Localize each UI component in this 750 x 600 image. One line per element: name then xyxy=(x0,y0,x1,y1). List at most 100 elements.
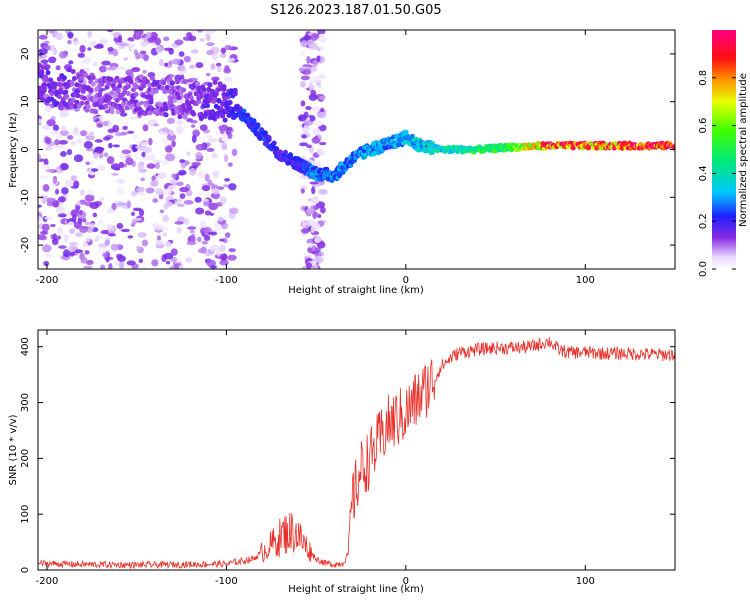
spectrogram-ridge-cell xyxy=(107,80,113,86)
spectrogram-cell xyxy=(52,233,58,241)
spectrogram-cell xyxy=(308,83,315,91)
snr-ytick-label: 0 xyxy=(20,567,31,573)
snr-line xyxy=(38,336,675,570)
spectrogram-cell xyxy=(219,128,225,135)
spectrogram-ridge-cell xyxy=(73,103,79,109)
spectrogram-ridge-cell xyxy=(176,95,182,101)
spectrogram-cell xyxy=(60,150,67,157)
spectrogram-cell xyxy=(116,66,127,71)
spectrogram-cell xyxy=(38,121,42,126)
spectrogram-cell xyxy=(211,152,218,159)
spectrogram-cell xyxy=(77,52,86,58)
spectrogram-cell xyxy=(53,139,60,146)
spectrogram-ridge-cell xyxy=(271,140,277,146)
spectrogram-cell xyxy=(196,236,202,243)
spectrogram-cell xyxy=(137,232,147,238)
spectrogram-cell xyxy=(310,67,318,73)
snr-xlabel: Height of straight line (km) xyxy=(288,584,424,595)
spectrogram-cell xyxy=(79,226,89,233)
spectrogram-cell xyxy=(116,222,124,230)
spectrogram-cell xyxy=(298,67,306,72)
spectrogram-ridge-cell xyxy=(153,88,159,94)
spectrogram-cell xyxy=(300,100,306,107)
spectrogram-ytick-label: 0 xyxy=(20,146,31,152)
spectrogram-ridge-cell xyxy=(232,90,238,96)
spectrogram-cell xyxy=(313,263,319,269)
spectrogram-ridge-cell xyxy=(128,78,134,84)
spectrogram-cell xyxy=(122,125,128,131)
spectrogram-cell xyxy=(301,227,310,234)
spectrogram-cell xyxy=(53,145,64,149)
spectrogram-cell xyxy=(203,234,211,241)
spectrogram-xtick-label: -100 xyxy=(215,275,238,286)
spectrogram-cell xyxy=(320,206,326,214)
spectrogram-cell xyxy=(152,198,159,203)
spectrogram-ridge-cell xyxy=(125,91,131,97)
spectrogram-xtick-label: 100 xyxy=(576,275,595,286)
colorbar-label: Normalized spectral amplitude xyxy=(738,73,749,227)
spectrogram-cell xyxy=(219,244,226,252)
spectrogram-ridge-cell xyxy=(70,69,76,75)
spectrogram-cell xyxy=(94,139,103,143)
spectrogram-cell xyxy=(132,207,142,212)
spectrogram-cell xyxy=(107,51,114,55)
spectrogram-ridge-cell xyxy=(63,89,69,95)
spectrogram-cell xyxy=(305,106,312,111)
spectrogram-ridge-cell xyxy=(245,112,251,118)
spectrogram-cell xyxy=(44,216,53,220)
spectrogram-xlabel: Height of straight line (km) xyxy=(288,285,424,296)
spectrogram-cell xyxy=(38,204,42,208)
spectrogram-ridge-cell xyxy=(93,109,99,115)
spectrogram-cell xyxy=(120,42,129,47)
spectrogram-cell xyxy=(46,197,56,204)
spectrogram-cell xyxy=(142,124,149,132)
spectrogram-cell xyxy=(206,42,215,47)
spectrogram-cell xyxy=(188,35,197,42)
spectrogram-cell xyxy=(179,64,186,72)
spectrogram-ridge-cell xyxy=(117,83,123,89)
spectrogram-cell xyxy=(221,142,228,151)
spectrogram-ridge-cell xyxy=(64,94,70,100)
spectrogram-cell xyxy=(136,245,141,250)
spectrogram-cell xyxy=(43,260,50,267)
spectrogram-ridge-cell xyxy=(163,112,169,118)
spectrogram-cell xyxy=(164,145,173,153)
spectrogram-cell xyxy=(164,241,172,248)
spectrogram-cell xyxy=(164,188,172,196)
spectrogram-cell xyxy=(79,44,86,53)
spectrogram-cell xyxy=(38,118,42,123)
spectrogram-ridge-cell xyxy=(107,95,113,101)
spectrogram-ridge-cell xyxy=(125,83,131,89)
spectrogram-cell xyxy=(209,265,218,269)
spectrogram-cell xyxy=(92,61,98,67)
spectrogram-ridge-cell xyxy=(109,109,115,115)
spectrogram-cell xyxy=(200,220,206,229)
spectrogram-cell xyxy=(194,196,202,203)
spectrogram-cell xyxy=(128,116,139,120)
spectrogram-ridge-cell xyxy=(69,104,75,110)
spectrogram-cell xyxy=(156,235,162,242)
spectrogram-cell xyxy=(106,156,115,164)
spectrogram-cell xyxy=(52,49,59,55)
spectrogram-cell xyxy=(57,196,66,203)
spectrogram-cell xyxy=(85,135,95,141)
spectrogram-cell xyxy=(204,192,211,199)
spectrogram-cell xyxy=(122,40,132,44)
spectrogram-cell xyxy=(107,30,114,33)
spectrogram-cell xyxy=(190,120,198,124)
spectrogram-cell xyxy=(303,120,314,126)
spectrogram-ridge-cell xyxy=(54,100,60,106)
spectrogram-cell xyxy=(76,200,81,206)
spectrogram-ridge-cell xyxy=(147,82,153,88)
spectrogram-cell xyxy=(312,205,320,210)
spectrogram-cell xyxy=(316,241,326,249)
spectrogram-cell xyxy=(45,105,52,113)
spectrogram-ridge-cell xyxy=(207,82,213,88)
spectrogram-cell xyxy=(178,51,185,57)
spectrogram-cell xyxy=(45,137,52,145)
spectrogram-cell xyxy=(178,169,187,176)
spectrogram-cell xyxy=(145,187,155,194)
snr-xtick-label: 0 xyxy=(403,576,409,587)
spectrogram-cell xyxy=(195,207,205,215)
spectrogram-ridge-cell xyxy=(81,95,87,101)
